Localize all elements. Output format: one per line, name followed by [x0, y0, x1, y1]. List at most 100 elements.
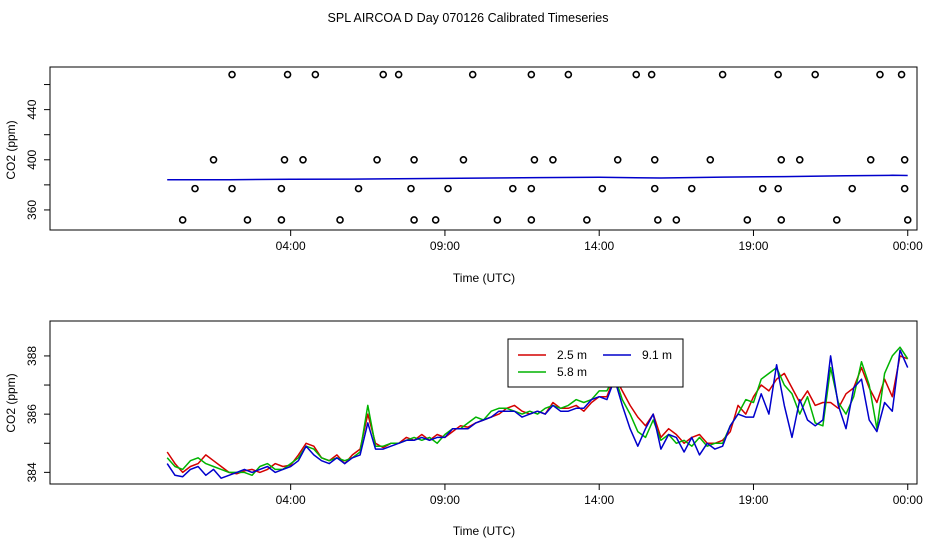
x-tick-label: 14:00 — [584, 239, 614, 253]
y-tick-label: 440 — [25, 99, 39, 119]
calibration-point — [407, 184, 415, 193]
calibration-point — [774, 70, 782, 79]
calibration-point — [410, 155, 418, 164]
calibration-point — [903, 216, 912, 224]
series-lines — [166, 346, 909, 479]
x-tick-label: 00:00 — [893, 239, 923, 253]
calibration-point — [354, 184, 363, 193]
calibration-point — [900, 155, 909, 164]
legend-label-5.8m: 5.8 m — [557, 365, 587, 379]
calibration-point — [632, 70, 641, 79]
calibration-point — [209, 155, 218, 164]
calibration-point — [299, 155, 307, 164]
calibration-point — [373, 155, 381, 164]
calibration-point — [336, 216, 344, 224]
figure-title: SPL AIRCOA D Day 070126 Calibrated Times… — [328, 11, 609, 25]
legend-label-2.5m: 2.5 m — [557, 348, 587, 362]
calibration-point — [509, 184, 517, 193]
calibration-point — [379, 70, 388, 79]
calibration-point — [283, 70, 292, 79]
x-tick-label: 19:00 — [738, 239, 768, 253]
y-tick-label: 386 — [25, 404, 39, 424]
calibration-point — [650, 155, 659, 164]
calibration-point — [564, 70, 573, 79]
calibration-point — [228, 184, 236, 193]
series-lines — [167, 174, 908, 181]
calibration-point — [706, 155, 715, 164]
calibration-point — [243, 216, 252, 224]
x-axis: 04:00 09:00 14:00 19:00 00:00 — [276, 484, 923, 507]
calibration-point — [280, 155, 289, 164]
timeseries-panel: 04:00 09:00 14:00 19:00 00:00 384 386 388 Time… — [4, 320, 923, 538]
calibration-point — [876, 70, 884, 79]
calibration-point — [647, 70, 656, 79]
calibration-point — [687, 184, 696, 193]
calibration-point — [527, 184, 536, 193]
x-tick-label: 09:00 — [430, 239, 460, 253]
y-tick-label: 400 — [25, 149, 39, 169]
y-tick-label: 388 — [25, 346, 39, 366]
x-tick-label: 04:00 — [276, 239, 306, 253]
calibration-point — [228, 70, 236, 79]
calibration-point — [459, 155, 468, 164]
y-axis-label: CO2 (ppm) — [4, 120, 18, 179]
calibration-point — [178, 216, 187, 224]
x-tick-label: 14:00 — [584, 493, 614, 507]
calibration-point — [758, 184, 767, 193]
calibration-point — [650, 184, 659, 193]
calibration-panel: 04:00 09:00 14:00 19:00 00:00 360 400 440 Time… — [4, 66, 923, 285]
calibration-point — [811, 70, 819, 79]
calibration-point — [866, 155, 875, 164]
calibration-point — [777, 155, 786, 164]
calibration-point — [583, 216, 591, 224]
calibration-point — [897, 70, 906, 79]
calibration-point — [277, 184, 286, 193]
calibration-point — [848, 184, 857, 193]
calibration-point — [613, 155, 622, 164]
calibration-point — [191, 184, 199, 193]
y-axis: 360 400 440 — [25, 84, 50, 220]
calibration-point — [394, 70, 403, 79]
y-axis: 384 386 388 — [25, 346, 50, 482]
plot-frame — [49, 66, 918, 231]
x-axis-label: Time (UTC) — [453, 271, 515, 285]
calibration-point — [468, 70, 477, 79]
plot-frame — [49, 320, 918, 485]
x-tick-label: 00:00 — [893, 493, 923, 507]
x-axis-label: Time (UTC) — [453, 524, 515, 538]
calibration-point — [795, 155, 804, 164]
x-tick-label: 09:00 — [430, 493, 460, 507]
calibration-point — [654, 216, 662, 224]
calibration-point — [530, 155, 539, 164]
calibration-point — [527, 70, 536, 79]
x-tick-label: 19:00 — [738, 493, 768, 507]
calibration-point — [311, 70, 320, 79]
calibration-point — [774, 184, 782, 193]
calibration-point — [410, 216, 418, 224]
y-axis-label: CO2 (ppm) — [4, 373, 18, 432]
calibration-point — [743, 216, 752, 224]
series-line-9.1m — [167, 174, 908, 181]
x-axis: 04:00 09:00 14:00 19:00 00:00 — [276, 230, 923, 253]
calibration-point — [718, 70, 727, 79]
calibration-point — [431, 216, 440, 224]
series-line-5.8m — [166, 346, 909, 477]
calibration-point — [549, 155, 557, 164]
y-tick-label: 360 — [25, 200, 39, 220]
calibration-point — [527, 216, 536, 224]
x-tick-label: 04:00 — [276, 493, 306, 507]
legend-box — [507, 338, 684, 388]
calibration-point — [444, 184, 452, 193]
y-tick-label: 384 — [25, 462, 39, 482]
calibration-point — [493, 216, 502, 224]
calibration-point — [598, 184, 607, 193]
calibration-point — [777, 216, 786, 224]
calibration-point — [832, 216, 841, 224]
calibration-points — [178, 70, 912, 224]
calibration-point — [672, 216, 681, 224]
calibration-point — [900, 184, 909, 193]
series-line-9.1m — [166, 349, 909, 479]
legend: 2.5 m 9.1 m 5.8 m — [507, 338, 684, 388]
legend-label-9.1m: 9.1 m — [642, 348, 672, 362]
